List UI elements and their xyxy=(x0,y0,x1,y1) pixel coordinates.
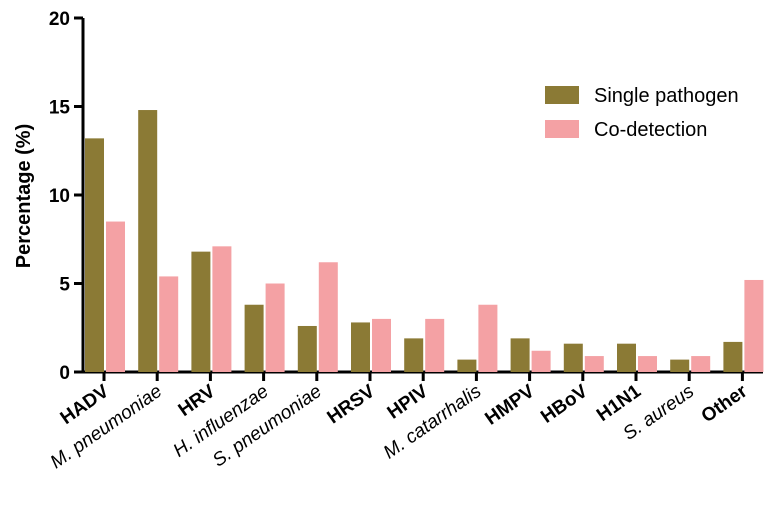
y-tick-label: 10 xyxy=(49,186,70,207)
bar-single-pathogen xyxy=(138,110,158,372)
x-tick-label: Other xyxy=(698,381,752,428)
bar-single-pathogen xyxy=(510,338,530,372)
bar-co-detection xyxy=(159,276,179,372)
y-tick-label: 5 xyxy=(59,275,70,296)
bar-co-detection xyxy=(318,262,338,372)
bar-co-detection xyxy=(744,279,764,372)
bar-co-detection xyxy=(372,318,391,372)
y-axis-label: Percentage (%) xyxy=(13,124,35,269)
bar-single-pathogen xyxy=(351,322,370,372)
y-tick-label: 0 xyxy=(59,363,70,384)
legend: Single pathogen Co-detection xyxy=(545,85,739,141)
bar-co-detection xyxy=(106,221,125,372)
bar-co-detection xyxy=(638,356,657,372)
bar-single-pathogen xyxy=(404,338,424,372)
bar-single-pathogen xyxy=(563,343,583,372)
y-tick-label: 20 xyxy=(49,9,70,30)
bar-single-pathogen xyxy=(670,359,690,372)
bar-single-pathogen xyxy=(457,359,477,372)
bar-co-detection xyxy=(265,283,285,372)
bar-co-detection xyxy=(478,304,498,372)
bar-single-pathogen xyxy=(617,343,636,372)
x-tick-label: HBoV xyxy=(537,381,592,428)
bar-single-pathogen xyxy=(297,325,317,372)
legend-label: Co-detection xyxy=(594,119,707,141)
legend-label: Single pathogen xyxy=(594,85,739,107)
y-tick-label: 15 xyxy=(49,98,71,119)
bar-single-pathogen xyxy=(244,304,264,372)
legend-swatch xyxy=(545,120,579,138)
bar-co-detection xyxy=(691,356,711,372)
bars xyxy=(85,110,764,372)
bar-single-pathogen xyxy=(191,251,211,372)
bar-co-detection xyxy=(531,350,551,372)
bar-co-detection xyxy=(584,356,604,372)
bar-co-detection xyxy=(212,246,232,372)
bar-single-pathogen xyxy=(723,341,743,372)
legend-swatch xyxy=(545,86,579,104)
x-tick-label: HMPV xyxy=(481,381,538,430)
bar-single-pathogen xyxy=(85,138,104,372)
x-tick-label: HRSV xyxy=(324,381,380,429)
y-axis: 0 5 10 15 20 xyxy=(49,9,85,384)
bar-co-detection xyxy=(425,318,445,372)
